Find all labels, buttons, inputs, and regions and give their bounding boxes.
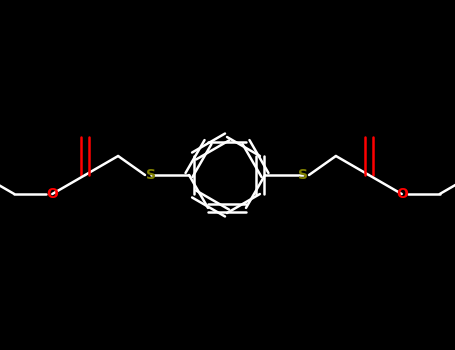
Text: O: O: [46, 187, 58, 201]
Text: S: S: [146, 168, 156, 182]
Text: S: S: [298, 168, 308, 182]
Text: O: O: [396, 187, 408, 201]
